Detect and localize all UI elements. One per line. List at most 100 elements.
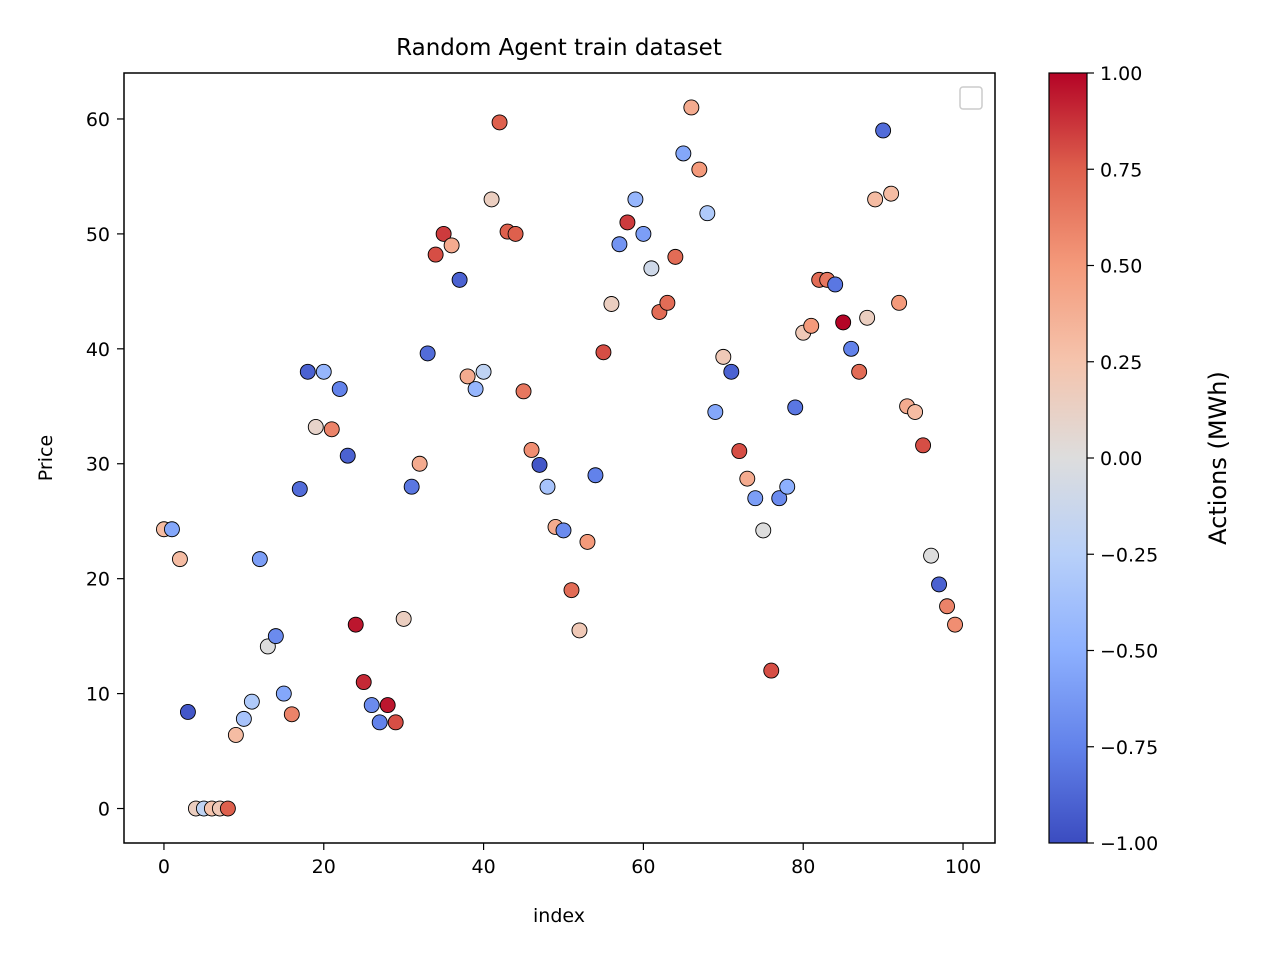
data-point: [323, 421, 340, 438]
colorbar-tick-label: −1.00: [1100, 833, 1158, 855]
legend-box: [959, 86, 983, 110]
data-point: [827, 276, 844, 293]
data-point: [643, 260, 660, 277]
data-point: [843, 340, 860, 357]
data-point: [603, 296, 620, 312]
plot-frame: [123, 72, 996, 844]
data-point: [267, 628, 284, 645]
data-point: [315, 363, 332, 380]
data-point: [563, 582, 580, 599]
data-point: [331, 381, 348, 397]
colorbar-axis: 1.00 0.75 0.50 0.25 0.00 −0.25 −0.50 −0.75 −1.00: [1087, 63, 1158, 855]
data-point: [755, 522, 772, 539]
data-point: [939, 598, 956, 615]
data-point: [411, 455, 428, 472]
data-point: [947, 616, 963, 633]
data-point: [891, 294, 908, 311]
data-point: [579, 533, 596, 550]
y-tick-label: 10: [86, 684, 110, 706]
y-tick-label: 30: [86, 454, 110, 476]
colorbar-tick-label: 0.25: [1100, 352, 1142, 374]
data-point: [667, 248, 684, 265]
data-point: [715, 348, 732, 365]
data-point: [507, 225, 524, 242]
colorbar-tick-label: −0.75: [1100, 737, 1158, 759]
data-point: [779, 478, 796, 495]
data-point: [883, 185, 900, 202]
data-point: [691, 161, 708, 178]
data-point: [347, 616, 364, 633]
data-point: [395, 610, 412, 627]
data-point: [803, 317, 820, 334]
data-point: [875, 122, 892, 139]
data-point: [675, 145, 692, 162]
data-point: [235, 710, 252, 727]
x-axis-label: index: [533, 905, 585, 927]
data-point: [379, 697, 396, 714]
data-point: [723, 363, 740, 380]
data-point: [859, 309, 876, 326]
colorbar-tick-label: 0.75: [1100, 159, 1142, 181]
data-point: [787, 399, 804, 416]
data-point: [483, 191, 500, 208]
x-tick-label: 20: [312, 856, 336, 878]
y-axis-label: Price: [35, 435, 57, 481]
data-point: [291, 481, 308, 497]
colorbar-tick-label: 0.50: [1100, 256, 1142, 278]
data-point: [179, 704, 196, 720]
data-point: [771, 490, 788, 507]
data-point: [659, 294, 676, 311]
data-point: [739, 470, 756, 487]
data-point: [427, 246, 444, 263]
data-point: [747, 490, 764, 507]
colorbar-tick-label: −0.25: [1100, 544, 1158, 566]
data-point: [619, 214, 636, 231]
data-point: [243, 693, 260, 710]
data-point: [931, 576, 948, 593]
data-point: [491, 114, 508, 131]
y-tick-label: 50: [86, 224, 110, 246]
data-point: [595, 344, 612, 361]
plot-area: [156, 99, 963, 817]
data-point: [683, 99, 700, 116]
data-point: [923, 547, 940, 564]
data-point: [363, 697, 380, 714]
x-tick-label: 80: [791, 856, 815, 878]
y-tick-label: 60: [86, 109, 110, 131]
data-point: [851, 363, 868, 380]
data-point: [371, 714, 388, 731]
data-point: [611, 236, 628, 253]
y-tick-label: 20: [86, 569, 110, 591]
data-point: [227, 727, 244, 743]
data-point: [283, 706, 300, 723]
data-point: [443, 237, 460, 254]
data-point: [907, 404, 924, 420]
data-point: [867, 191, 884, 208]
y-axis: 0 10 20 30 40 50 60: [86, 109, 124, 821]
data-point: [555, 522, 572, 539]
data-point: [435, 225, 452, 242]
y-tick-label: 40: [86, 339, 110, 361]
data-point: [571, 622, 588, 639]
data-point: [731, 443, 748, 460]
data-point: [587, 467, 604, 484]
x-tick-label: 60: [631, 856, 655, 878]
data-point: [515, 383, 532, 400]
data-point: [387, 714, 404, 731]
data-point: [307, 419, 324, 435]
data-point: [635, 225, 652, 242]
data-point: [475, 363, 492, 380]
data-point: [171, 551, 188, 568]
chart-title: Random Agent train dataset: [396, 35, 722, 61]
data-point: [219, 800, 236, 817]
data-point: [251, 551, 268, 568]
data-point: [523, 442, 540, 458]
data-point: [627, 191, 644, 208]
data-point: [707, 404, 724, 420]
data-point: [339, 447, 356, 464]
x-tick-label: 0: [158, 856, 170, 878]
data-point: [163, 521, 180, 538]
data-point: [451, 271, 468, 288]
colorbar: [1048, 72, 1088, 844]
